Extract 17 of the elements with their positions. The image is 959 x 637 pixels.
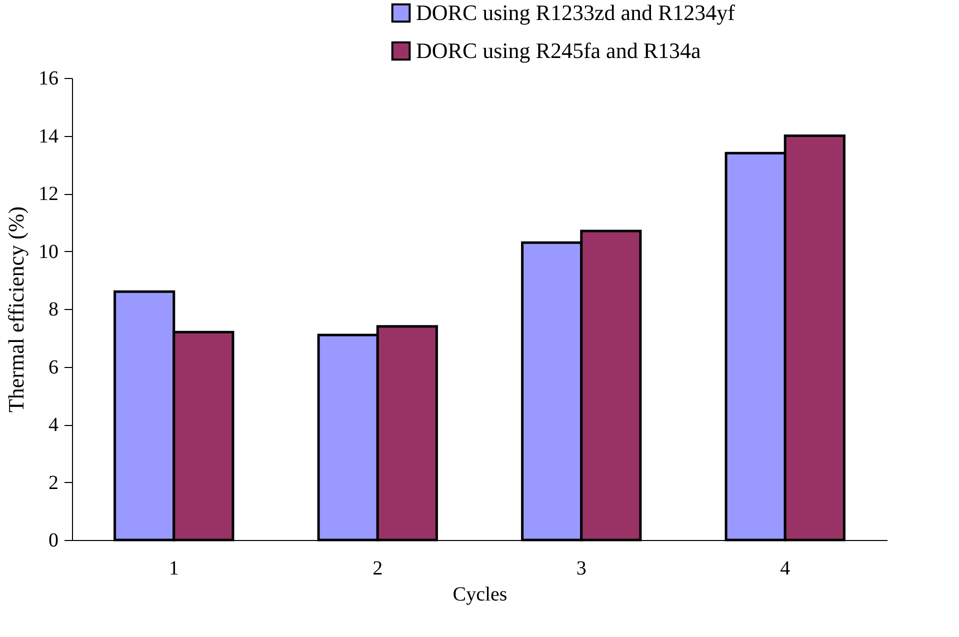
x-tick-label: 2 [372, 558, 383, 580]
y-tick-label: 12 [38, 183, 58, 205]
legend-label: DORC using R1233zd and R1234yf [416, 0, 736, 25]
y-tick-label: 2 [48, 472, 58, 494]
y-tick-label: 4 [48, 414, 58, 436]
y-tick-label: 6 [48, 356, 58, 378]
y-tick-label: 10 [38, 240, 58, 263]
x-tick-label: 4 [780, 558, 790, 580]
y-axis-title: Thermal efficiency (%) [4, 206, 28, 413]
y-tick-label: 16 [38, 68, 58, 90]
y-tick-label: 14 [38, 125, 58, 148]
legend-label: DORC using R245fa and R134a [416, 38, 701, 63]
y-tick-label: 0 [48, 530, 58, 552]
x-axis-title: Cycles [452, 584, 508, 606]
x-tick-label: 1 [168, 558, 179, 580]
y-tick-label: 8 [48, 298, 58, 320]
x-tick-label: 3 [576, 558, 586, 580]
